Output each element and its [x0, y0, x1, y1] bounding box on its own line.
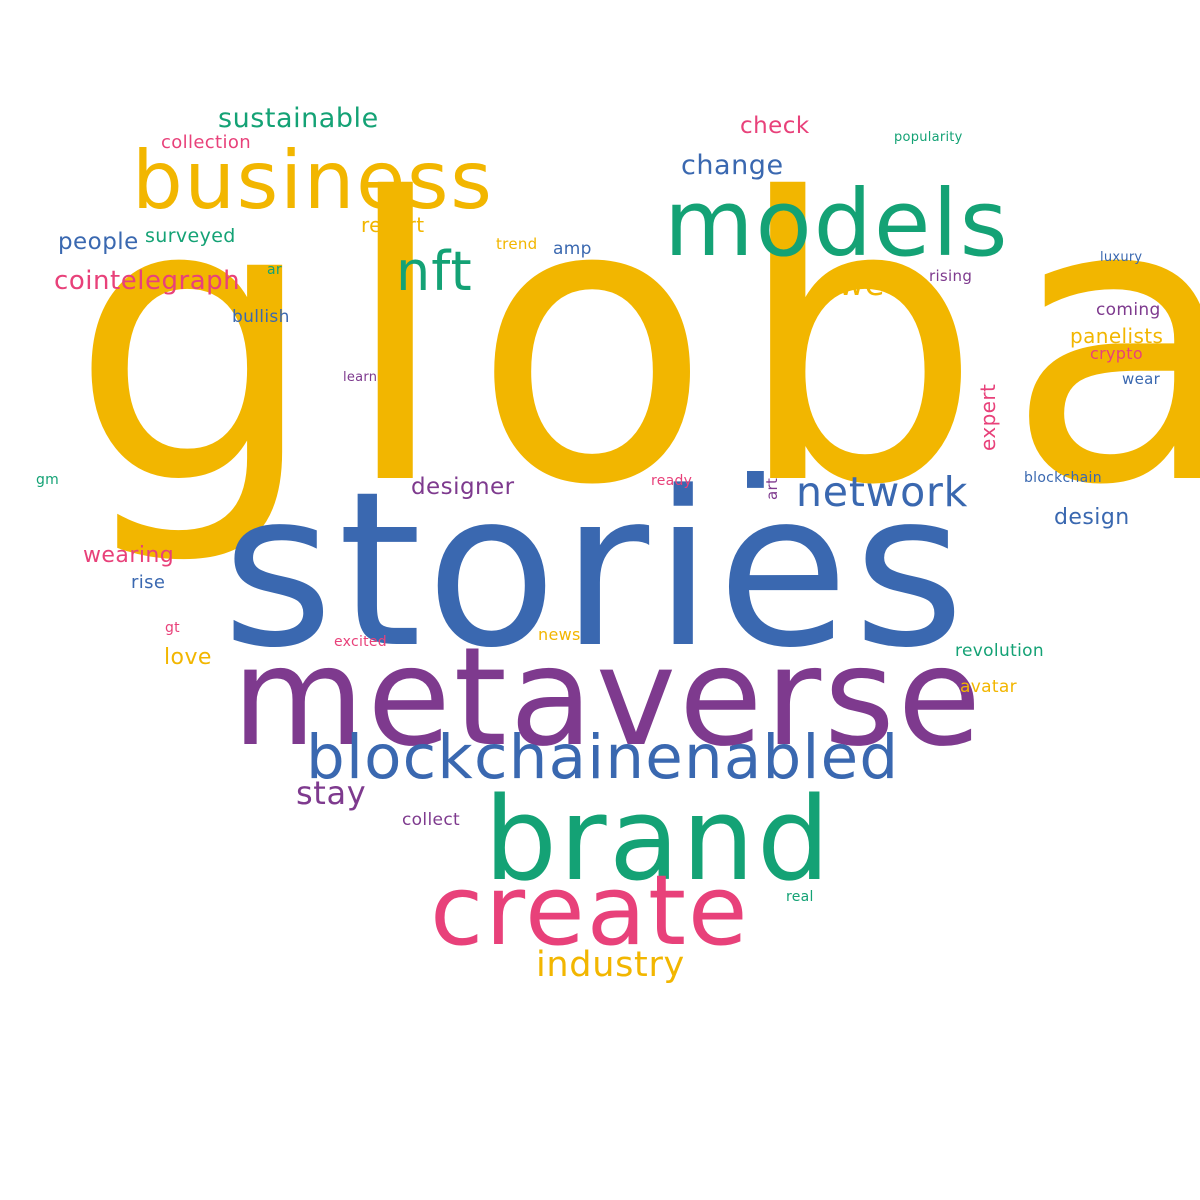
word-ready: ready	[651, 473, 693, 489]
word-revolution: revolution	[955, 641, 1044, 661]
word-change: change	[681, 150, 784, 181]
word-global: global	[70, 116, 1200, 570]
word-rising: rising	[929, 267, 973, 285]
word-business: business	[132, 134, 494, 227]
word-create: create	[430, 854, 750, 967]
word-coming: coming	[1096, 300, 1161, 320]
word-rise: rise	[131, 572, 166, 593]
word-panelists: panelists	[1070, 324, 1164, 348]
word-trend: trend	[496, 235, 538, 253]
word-industry: industry	[536, 945, 685, 985]
word-gt: gt	[165, 620, 180, 636]
word-collection: collection	[161, 132, 251, 153]
word-nft: nft	[396, 240, 473, 303]
word-wear: wear	[1122, 370, 1161, 388]
word-learn: learn	[343, 370, 378, 385]
word-stories: stories	[222, 446, 969, 695]
word-gm: gm	[36, 472, 60, 488]
word-metaverse: metaverse	[232, 619, 984, 777]
word-week: week	[838, 265, 925, 303]
word-network: network	[796, 468, 969, 516]
word-expert: expert	[976, 383, 1000, 451]
word-models: models	[664, 170, 1010, 277]
word-art: art	[763, 477, 781, 500]
word-designer: designer	[411, 474, 515, 500]
word-collect: collect	[402, 810, 461, 830]
word-report: report	[361, 213, 425, 237]
word-blockchain: blockchain	[1024, 470, 1102, 486]
word-check: check	[740, 113, 810, 139]
word-people: people	[58, 229, 139, 255]
word-blockchainenabled: blockchainenabled	[306, 722, 900, 793]
word-amp: amp	[553, 239, 592, 259]
word-avatar: avatar	[960, 677, 1018, 697]
word-love: love	[164, 645, 212, 670]
word-cointelegraph: cointelegraph	[54, 266, 241, 296]
word-stay: stay	[296, 774, 367, 812]
word-brand: brand	[484, 773, 833, 907]
word-crypto: crypto	[1090, 344, 1143, 363]
word-sustainable: sustainable	[218, 103, 379, 134]
word-design: design	[1054, 505, 1130, 530]
word-square-glyph: ■	[745, 466, 767, 491]
word-popularity: popularity	[894, 130, 963, 145]
word-bullish: bullish	[232, 307, 290, 327]
word-surveyed: surveyed	[145, 225, 236, 247]
word-excited: excited	[334, 634, 387, 650]
word-luxury: luxury	[1100, 250, 1143, 265]
word-real: real	[786, 889, 814, 905]
word-news: news	[538, 625, 581, 644]
word-wearing: wearing	[83, 543, 175, 568]
word-ar: ar	[267, 262, 282, 278]
